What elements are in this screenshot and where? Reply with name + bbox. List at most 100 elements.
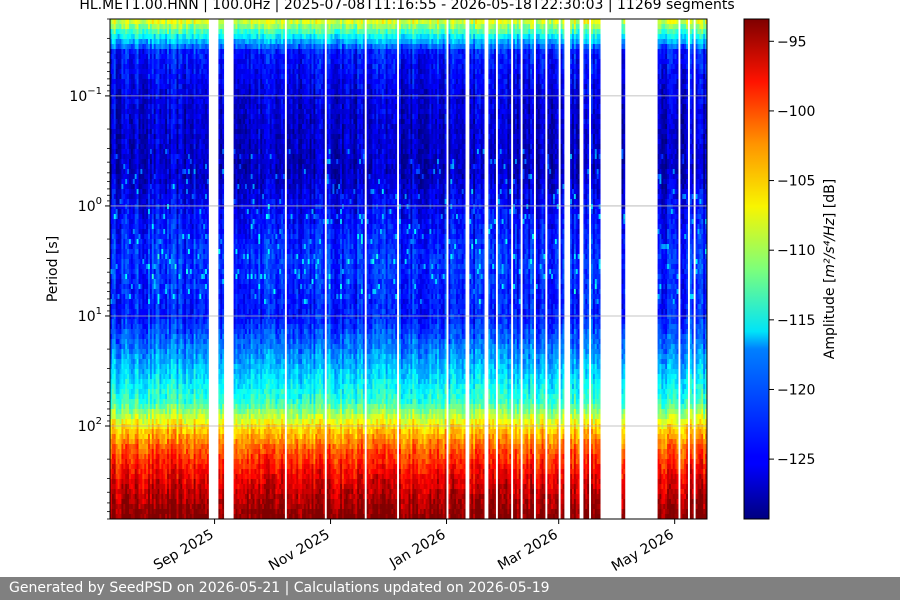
heatmap-cell — [138, 184, 141, 190]
heatmap-cell — [144, 169, 147, 175]
heatmap-cell — [127, 24, 130, 30]
heatmap-cell — [115, 109, 118, 115]
heatmap-cell — [159, 469, 162, 475]
heatmap-cell — [125, 469, 128, 475]
heatmap-cell — [149, 119, 153, 125]
heatmap-cell — [159, 494, 162, 500]
heatmap-cell — [140, 504, 143, 510]
heatmap-cell — [117, 324, 120, 330]
heatmap-cell — [119, 269, 122, 275]
heatmap-cell — [129, 39, 132, 45]
heatmap-cell — [149, 409, 153, 415]
heatmap-cell — [149, 429, 153, 435]
heatmap-cell — [140, 239, 143, 245]
heatmap-cell — [110, 24, 113, 30]
heatmap-cell — [129, 124, 132, 130]
heatmap-cell — [134, 224, 138, 230]
heatmap-cell — [142, 69, 145, 75]
heatmap-cell — [157, 179, 160, 185]
heatmap-cell — [142, 99, 145, 105]
heatmap-cell — [129, 164, 132, 170]
heatmap-cell — [123, 334, 126, 340]
heatmap-cell — [113, 114, 117, 120]
heatmap-cell — [134, 284, 138, 290]
heatmap-cell — [121, 59, 124, 65]
heatmap-cell — [140, 359, 143, 365]
heatmap-cell — [146, 364, 149, 370]
heatmap-cell — [110, 84, 113, 90]
heatmap-cell — [125, 464, 128, 470]
heatmap-cell — [132, 74, 136, 80]
heatmap-cell — [121, 19, 124, 25]
heatmap-cell — [117, 289, 120, 295]
heatmap-cell — [111, 459, 115, 465]
heatmap-cell — [129, 264, 132, 270]
heatmap-cell — [130, 349, 134, 355]
heatmap-cell — [115, 269, 118, 275]
heatmap-cell — [115, 64, 118, 70]
heatmap-cell — [144, 294, 147, 300]
heatmap-cell — [134, 169, 138, 175]
heatmap-cell — [113, 84, 117, 90]
heatmap-cell — [111, 274, 115, 280]
heatmap-cell — [142, 189, 145, 195]
heatmap-cell — [161, 44, 164, 50]
heatmap-cell — [121, 439, 124, 445]
heatmap-cell — [138, 494, 141, 500]
heatmap-cell — [142, 384, 145, 390]
heatmap-cell — [146, 334, 149, 340]
heatmap-cell — [123, 29, 126, 35]
heatmap-cell — [127, 394, 130, 400]
heatmap-cell — [127, 249, 130, 255]
heatmap-cell — [132, 399, 136, 405]
heatmap-cell — [148, 344, 151, 350]
heatmap-cell — [151, 59, 155, 65]
heatmap-cell — [153, 304, 157, 310]
heatmap-cell — [130, 294, 134, 300]
heatmap-cell — [119, 39, 122, 45]
heatmap-cell — [121, 104, 124, 110]
heatmap-cell — [151, 244, 155, 250]
heatmap-cell — [125, 484, 128, 490]
heatmap-cell — [148, 504, 151, 510]
heatmap-cell — [113, 219, 117, 225]
heatmap-cell — [140, 479, 143, 485]
heatmap-cell — [161, 129, 164, 135]
heatmap-cell — [134, 94, 138, 100]
heatmap-cell — [159, 259, 162, 265]
heatmap-cell — [155, 119, 158, 125]
heatmap-cell — [123, 419, 126, 425]
heatmap-cell — [140, 279, 143, 285]
heatmap-cell — [123, 224, 126, 230]
heatmap-cell — [149, 94, 153, 100]
heatmap-cell — [136, 464, 139, 470]
heatmap-cell — [155, 104, 158, 110]
heatmap-cell — [117, 349, 120, 355]
heatmap-cell — [132, 69, 136, 75]
heatmap-cell — [121, 494, 124, 500]
heatmap-cell — [146, 419, 149, 425]
heatmap-cell — [146, 139, 149, 145]
heatmap-cell — [140, 74, 143, 80]
heatmap-cell — [136, 284, 139, 290]
heatmap-cell — [130, 229, 134, 235]
heatmap-cell — [136, 294, 139, 300]
heatmap-cell — [134, 494, 138, 500]
heatmap-cell — [115, 49, 118, 55]
heatmap-cell — [127, 184, 130, 190]
heatmap-cell — [132, 389, 136, 395]
heatmap-cell — [142, 134, 145, 140]
heatmap-cell — [148, 509, 151, 515]
heatmap-cell — [153, 244, 157, 250]
heatmap-cell — [159, 159, 162, 165]
heatmap-cell — [117, 434, 120, 440]
heatmap-cell — [119, 54, 122, 60]
heatmap-cell — [123, 194, 126, 200]
heatmap-cell — [146, 324, 149, 330]
heatmap-cell — [155, 129, 158, 135]
heatmap-cell — [132, 174, 136, 180]
heatmap-cell — [140, 174, 143, 180]
heatmap-cell — [149, 474, 153, 480]
heatmap-cell — [149, 179, 153, 185]
heatmap-cell — [144, 184, 147, 190]
